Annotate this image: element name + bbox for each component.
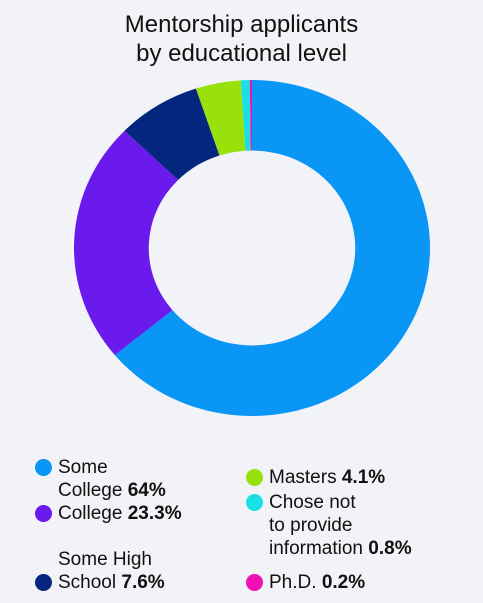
legend-label-some-college-line-2: College — [58, 480, 123, 501]
legend-value-some-high-school: 7.6% — [121, 572, 165, 593]
donut-chart — [74, 80, 431, 416]
donut-slice-masters — [195, 80, 246, 156]
legend-text-phd: Ph.D. 0.2% — [269, 571, 365, 594]
legend-value-chose-not-to-provide: 0.8% — [368, 538, 412, 559]
legend-value-phd: 0.2% — [321, 572, 366, 593]
chart-legend: Some College 64% College 23.3% Some High… — [0, 456, 483, 603]
legend-item-college: College 23.3% — [35, 502, 182, 525]
legend-item-chose-not-to-provide: Chose not to provide information 0.8% — [246, 491, 412, 560]
legend-item-some-college: Some College 64% — [35, 456, 166, 502]
legend-label-chose-not-line-3: information — [269, 538, 363, 559]
donut-slice-some-high-school — [124, 88, 220, 180]
legend-item-phd: Ph.D. 0.2% — [246, 571, 365, 594]
chart-title: Mentorship applicants by educational lev… — [0, 10, 483, 68]
legend-value-some-college: 64% — [127, 480, 166, 501]
donut-slice-ph-d — [249, 80, 252, 151]
legend-text-masters: Masters 4.1% — [269, 466, 385, 489]
legend-label-college: College — [58, 503, 123, 524]
legend-swatch-chose-not-to-provide — [246, 494, 263, 511]
chart-title-line-1: Mentorship applicants — [124, 11, 359, 38]
legend-item-masters: Masters 4.1% — [246, 466, 385, 489]
chart-title-line-2: by educational level — [136, 40, 347, 67]
legend-swatch-some-college — [35, 459, 52, 476]
legend-label-chose-not-line-2: to provide — [269, 515, 353, 536]
legend-text-chose-not-to-provide: Chose not to provide information 0.8% — [269, 491, 412, 560]
legend-text-college: College 23.3% — [58, 502, 182, 525]
legend-swatch-masters — [246, 469, 263, 486]
legend-label-masters: Masters — [269, 467, 337, 488]
donut-slice-college — [74, 130, 179, 356]
legend-value-college: 23.3% — [127, 503, 182, 524]
legend-label-phd: Ph.D. — [269, 572, 317, 593]
legend-swatch-college — [35, 505, 52, 522]
legend-label-chose-not-line-1: Chose not — [269, 492, 356, 513]
legend-label-some-high-school-line-2: School — [58, 572, 117, 593]
legend-text-some-high-school: Some High School 7.6% — [58, 548, 165, 594]
legend-swatch-some-high-school — [35, 574, 52, 591]
legend-value-masters: 4.1% — [341, 467, 386, 488]
legend-label-some-college-line-1: Some — [58, 457, 108, 478]
legend-label-some-high-school-line-1: Some High — [58, 549, 152, 570]
donut-slice-chose-not-to-provide-information — [240, 80, 251, 151]
legend-text-some-college: Some College 64% — [58, 456, 166, 502]
legend-swatch-phd — [246, 574, 263, 591]
legend-item-some-high-school: Some High School 7.6% — [35, 548, 165, 594]
donut-slice-some-college — [114, 80, 431, 416]
